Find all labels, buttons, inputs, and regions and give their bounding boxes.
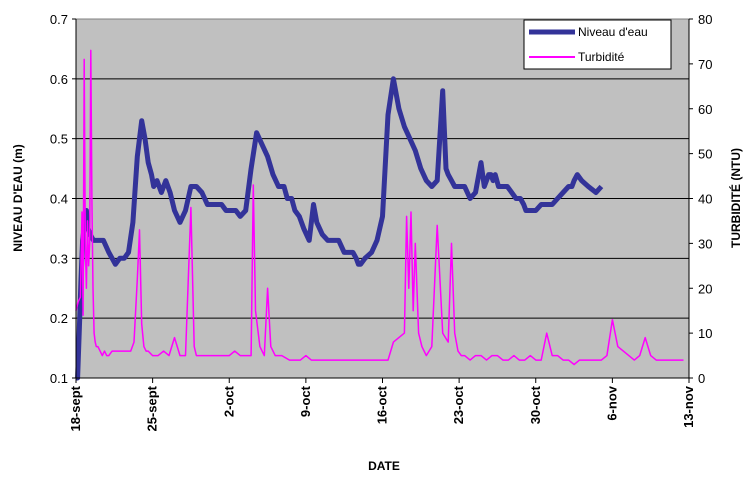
x-tick-label: 16-oct bbox=[375, 385, 390, 424]
y2-tick-label: 40 bbox=[698, 192, 712, 207]
y-tick-label: 0.3 bbox=[50, 251, 68, 266]
x-tick-label: 6-nov bbox=[604, 385, 619, 420]
y-tick-label: 0.5 bbox=[50, 132, 68, 147]
x-tick-label: 13-nov bbox=[681, 385, 696, 428]
x-tick-label: 23-oct bbox=[451, 385, 466, 424]
y2-tick-label: 10 bbox=[698, 326, 712, 341]
x-axis: 18-sept 25-sept 2-oct 9-oct 16-oct 23-oct 30-o… bbox=[68, 377, 696, 432]
series-layer bbox=[75, 49, 684, 381]
legend-label-niveau: Niveau d'eau bbox=[578, 25, 648, 39]
x-tick-label: 25-sept bbox=[145, 385, 160, 431]
y-axis-title: NIVEAU D'EAU (m) bbox=[11, 144, 25, 252]
y2-tick-label: 50 bbox=[698, 147, 712, 162]
y2-tick-label: 80 bbox=[698, 12, 712, 27]
legend-box bbox=[523, 19, 672, 70]
y2-axis-title: TURBIDITÉ (NTU) bbox=[728, 148, 743, 248]
x-tick-label: 9-oct bbox=[298, 385, 313, 417]
y2-tick-label: 20 bbox=[698, 281, 712, 296]
y-axis-left: 0.1 0.2 0.3 0.4 0.5 0.6 0.7 bbox=[50, 12, 77, 386]
y2-tick-label: 60 bbox=[698, 102, 712, 117]
y-tick-label: 0.2 bbox=[50, 311, 68, 326]
x-tick-label: 2-oct bbox=[221, 385, 236, 417]
y2-tick-label: 0 bbox=[698, 371, 705, 386]
x-tick-label: 30-oct bbox=[528, 385, 543, 424]
y2-tick-label: 70 bbox=[698, 57, 712, 72]
x-axis-title: DATE bbox=[368, 459, 400, 473]
y-tick-label: 0.6 bbox=[50, 72, 68, 87]
legend: Niveau d'eau Turbidité bbox=[523, 19, 672, 70]
y-tick-label: 0.7 bbox=[50, 12, 68, 27]
y-tick-label: 0.4 bbox=[50, 192, 68, 207]
legend-label-turbidite: Turbidité bbox=[578, 50, 625, 64]
y2-tick-label: 30 bbox=[698, 236, 712, 251]
gridlines bbox=[76, 78, 689, 319]
x-tick-label: 18-sept bbox=[68, 385, 83, 431]
series-line-0 bbox=[75, 76, 604, 381]
y-tick-label: 0.1 bbox=[50, 371, 68, 386]
series-line-1 bbox=[75, 49, 684, 366]
y-axis-right: 0 10 20 30 40 50 60 70 80 bbox=[688, 12, 712, 386]
